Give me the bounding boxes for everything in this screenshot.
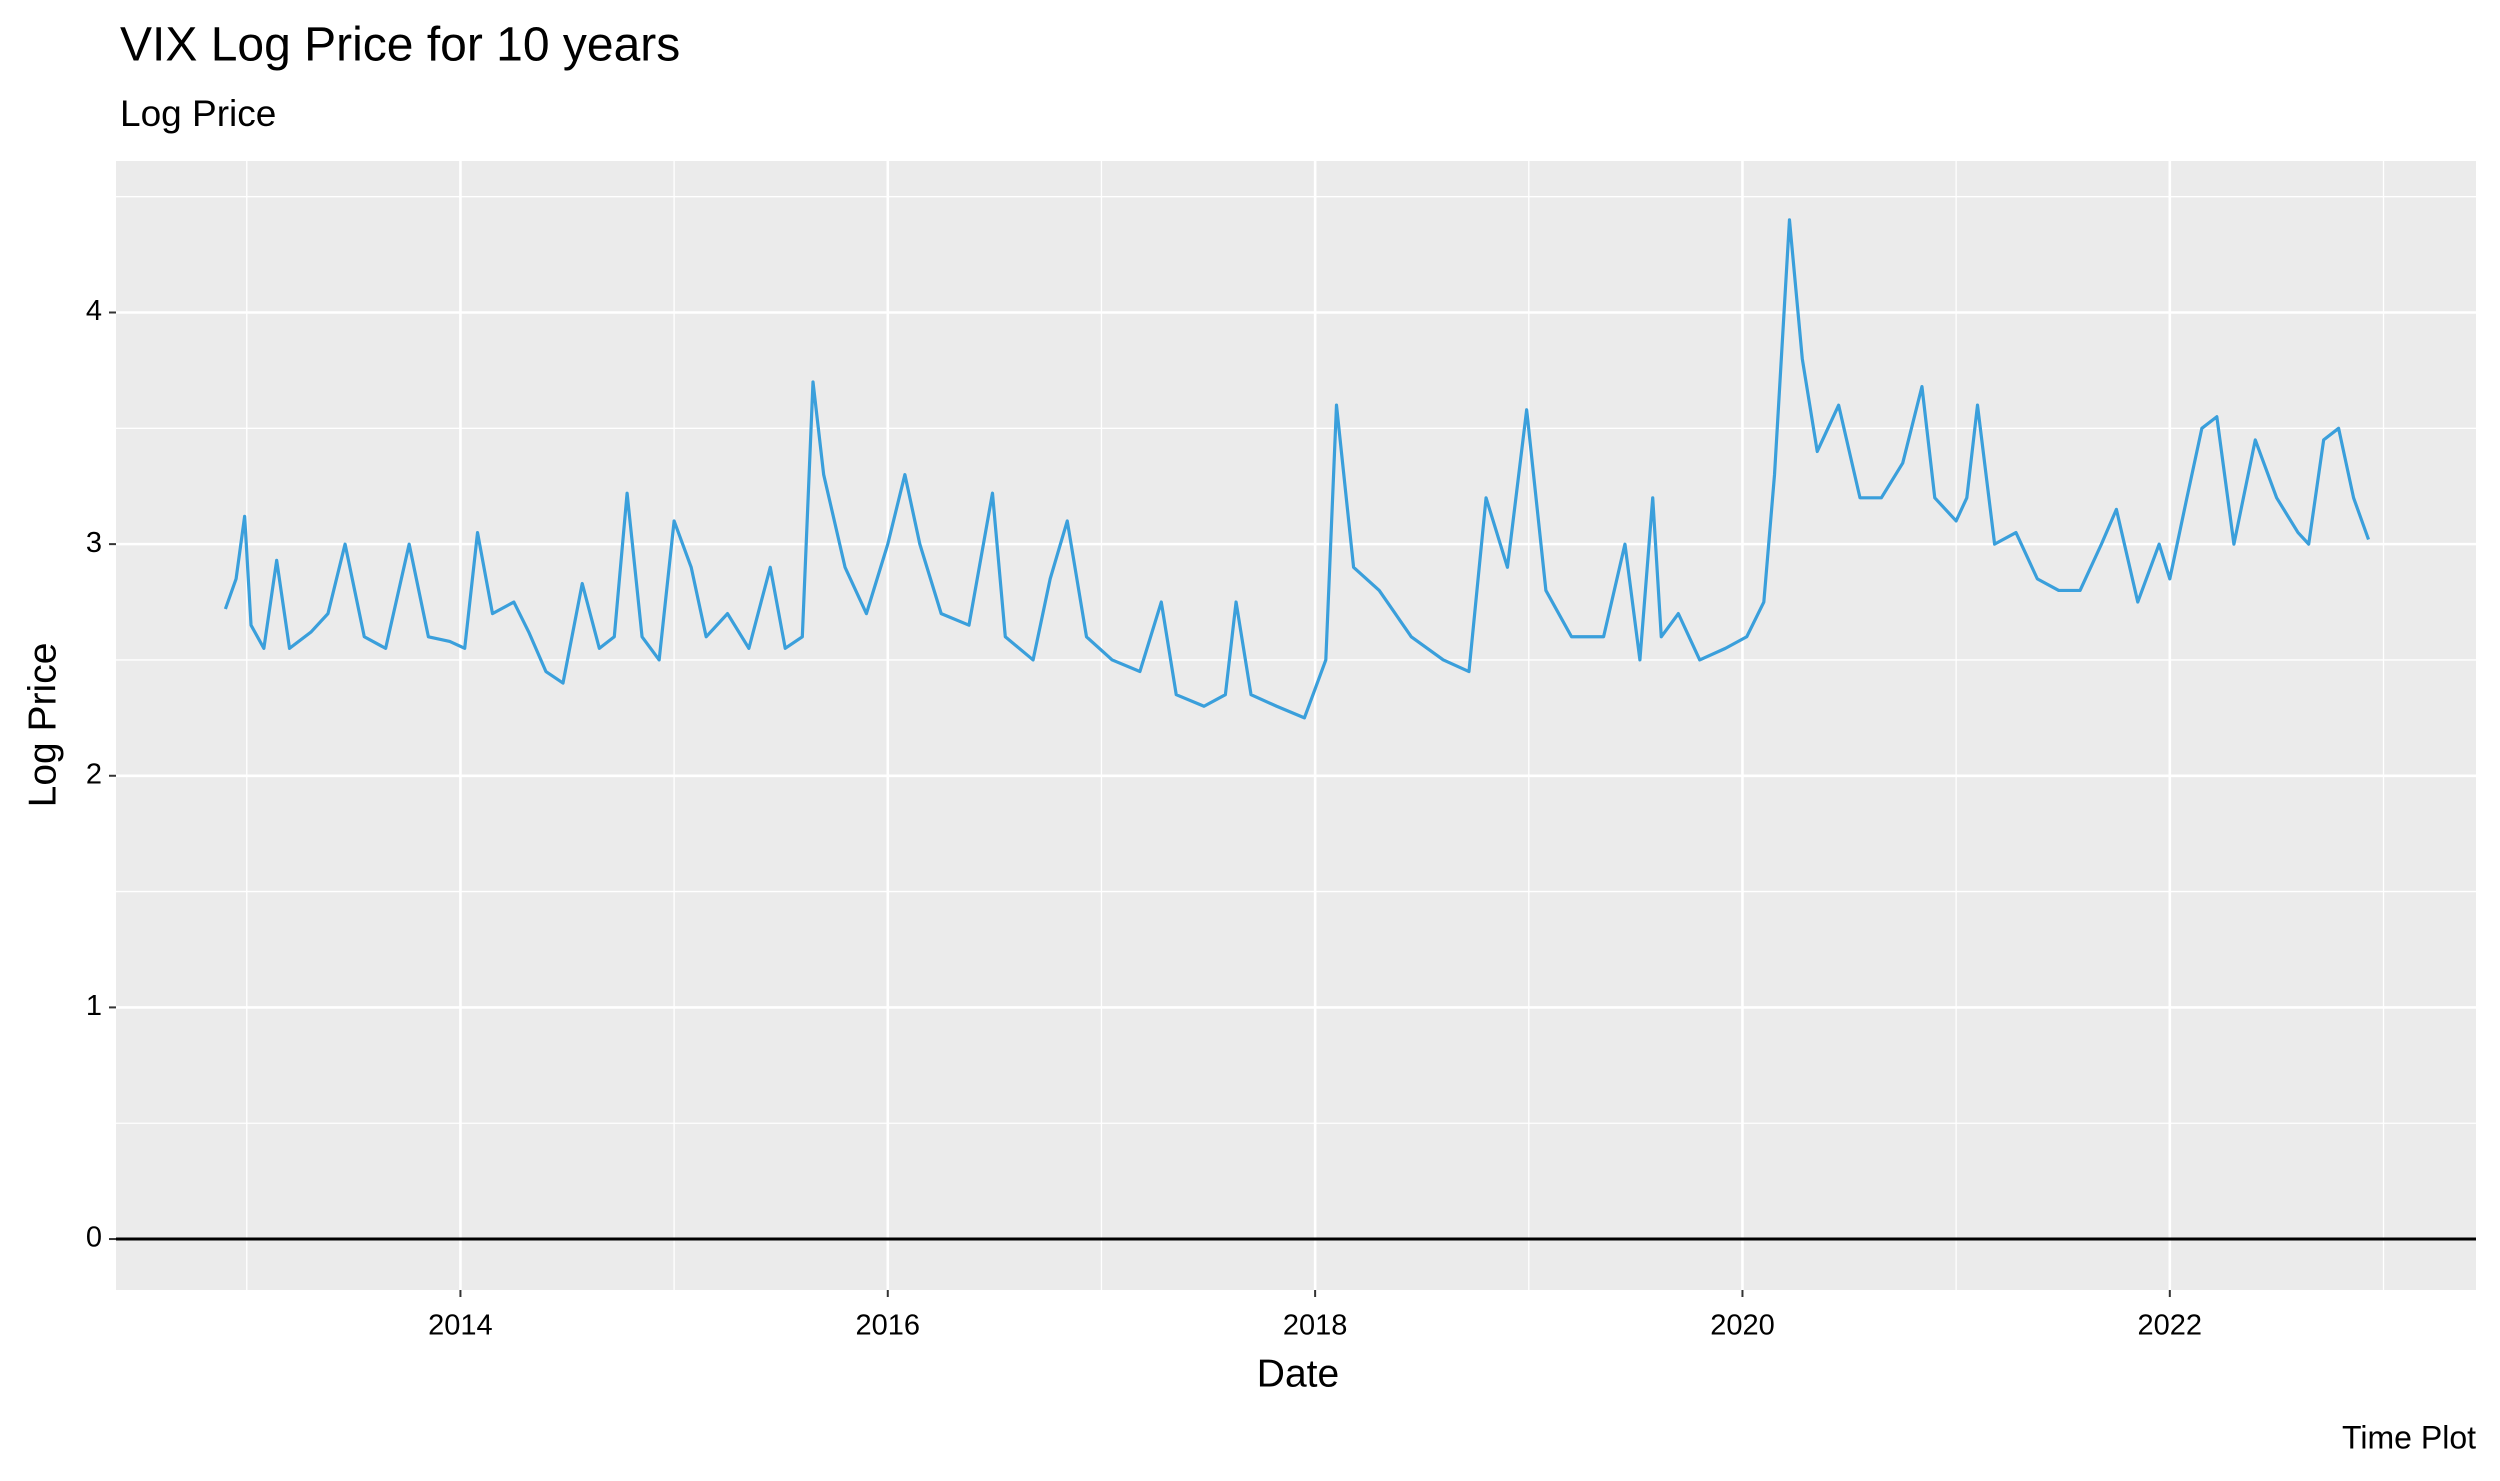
x-axis-title: Date	[1257, 1352, 1339, 1395]
plot-panel	[116, 161, 2476, 1290]
y-tick-label: 0	[86, 1222, 102, 1254]
chart-subtitle: Log Price	[120, 93, 276, 134]
x-tick-label: 2022	[2138, 1310, 2203, 1342]
x-tick-label: 2014	[428, 1310, 493, 1342]
x-tick-label: 2016	[856, 1310, 921, 1342]
y-tick-label: 4	[86, 295, 102, 327]
x-tick-label: 2020	[1710, 1310, 1775, 1342]
caption: Time Plot	[2342, 1419, 2476, 1455]
x-tick-label: 2018	[1283, 1310, 1348, 1342]
y-tick-label: 2	[86, 758, 102, 790]
chart-title: VIX Log Price for 10 years	[120, 19, 680, 72]
y-tick-label: 3	[86, 527, 102, 559]
data-line	[223, 218, 2371, 720]
y-tick-label: 1	[86, 990, 102, 1022]
y-axis-title: Log Price	[21, 643, 64, 808]
